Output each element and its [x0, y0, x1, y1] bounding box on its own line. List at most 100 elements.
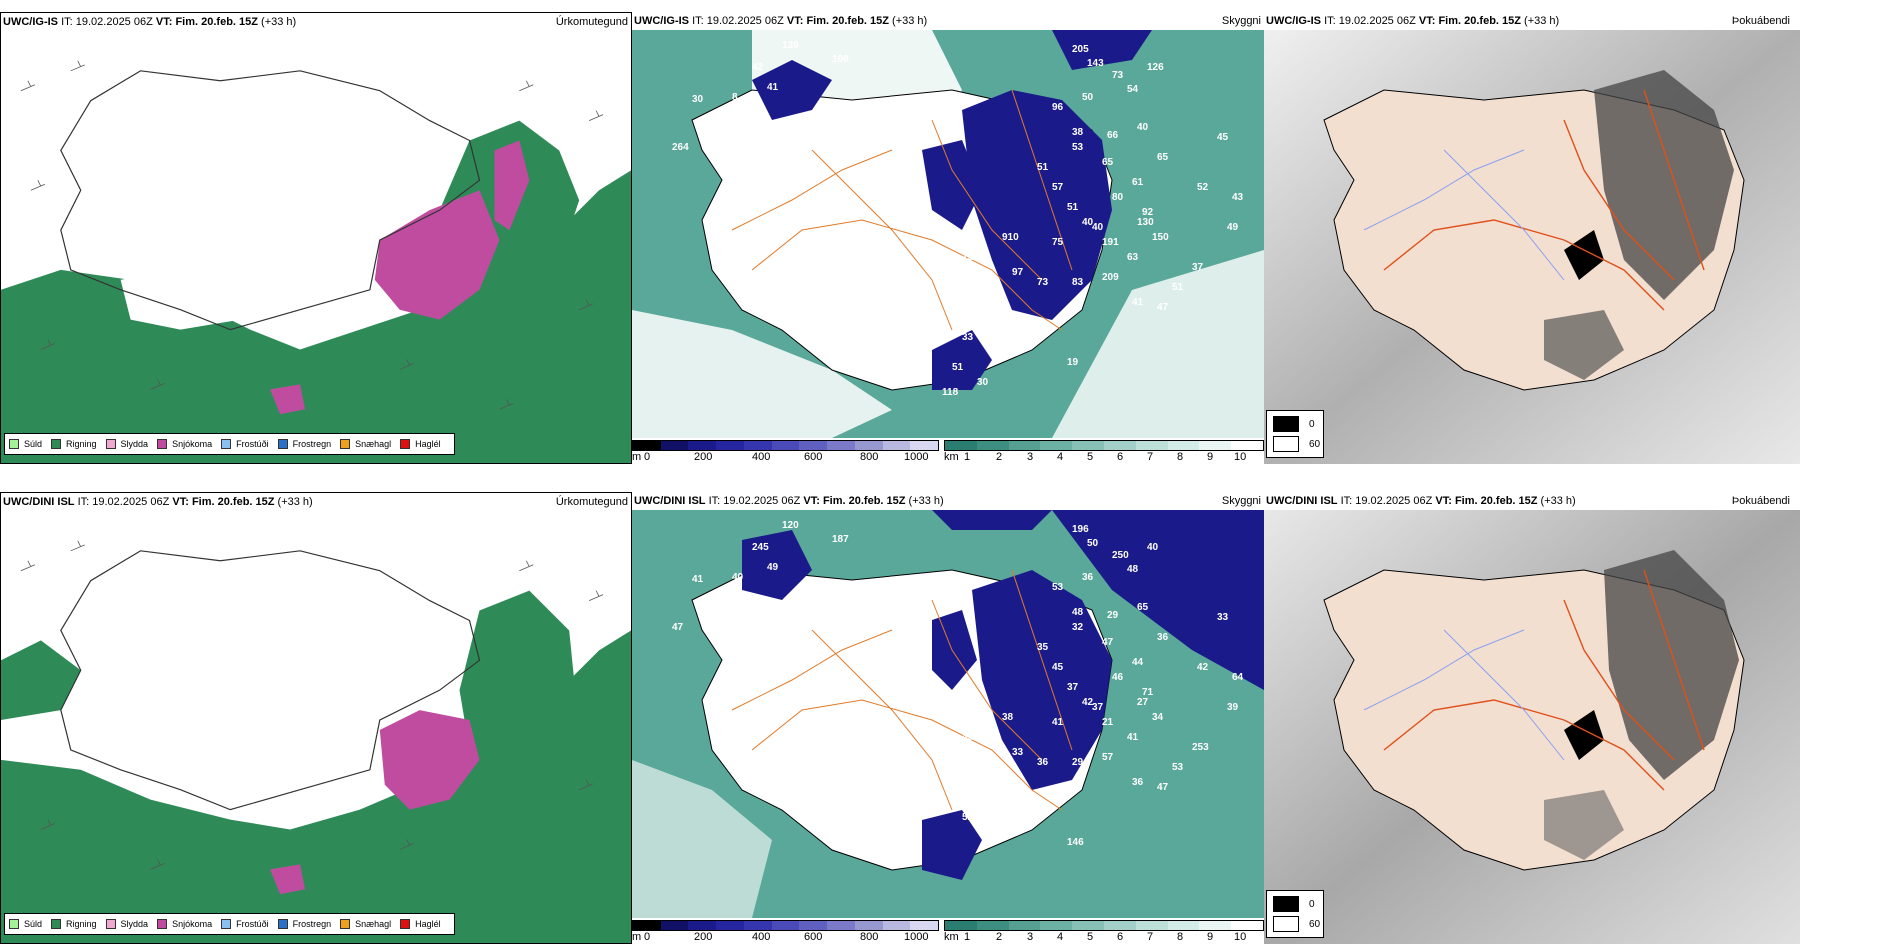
- visibility-value-label: 38: [1072, 127, 1084, 138]
- visibility-value-label: 126: [1147, 62, 1164, 73]
- visibility-value-label: 36: [1157, 632, 1169, 643]
- visibility-value-label: 51: [1067, 202, 1079, 213]
- visibility-value-label: 40: [1092, 222, 1104, 233]
- visibility-value-label: 73: [1037, 277, 1049, 288]
- visibility-value-label: 52: [962, 812, 974, 823]
- visibility-value-label: 48: [1072, 607, 1084, 618]
- colorbar-swatch: [1231, 921, 1263, 930]
- visibility-value-label: 71: [1142, 687, 1154, 698]
- visibility-value-label: 40: [1082, 217, 1094, 228]
- visibility-value-label: 50: [1087, 538, 1099, 549]
- visibility-value-label: 48: [1127, 564, 1139, 575]
- visibility-value-label: 44: [1132, 657, 1144, 668]
- visibility-value-label: 33: [1217, 612, 1229, 623]
- visibility-value-label: 146: [1067, 837, 1084, 848]
- visibility-value-label: 39: [1227, 702, 1239, 713]
- visibility-value-label: 92: [1142, 207, 1154, 218]
- colorbar-swatch: [1072, 921, 1104, 930]
- visibility-value-label: 57: [1052, 182, 1064, 193]
- colorbar-swatch: [945, 441, 977, 450]
- colorbar-swatch: [716, 921, 744, 930]
- visibility-value-label: 97: [1012, 267, 1024, 278]
- colorbar-swatch: [1040, 921, 1073, 930]
- height-colorbar: [632, 440, 939, 451]
- colorbar-swatch: [1103, 441, 1136, 450]
- visibility-value-label: 8: [732, 92, 738, 103]
- colorbar-swatch: [771, 441, 800, 450]
- visibility-value-label: 83: [1072, 277, 1084, 288]
- visibility-value-label: 125: [962, 252, 979, 263]
- visibility-value-label: 191: [1102, 237, 1119, 248]
- panel-title: Þokuábendi: [1731, 495, 1790, 507]
- precip-map: [1, 511, 631, 943]
- visibility-value-label: 45: [1052, 662, 1064, 673]
- visibility-value-label: 245: [752, 542, 769, 553]
- legend-item: Rigning: [51, 439, 97, 449]
- colorbar-swatch: [799, 921, 828, 930]
- colorbar-swatch: [743, 441, 772, 450]
- visibility-value-label: 45: [1217, 132, 1229, 143]
- panel-header: UWC/DINI ISL IT: 19.02.2025 06Z VT: Fim.…: [1264, 492, 1900, 510]
- legend-item: 0: [1273, 416, 1315, 432]
- fog-map: [1264, 510, 1800, 944]
- visibility-value-label: 30: [692, 94, 704, 105]
- visibility-value-label: 47: [1157, 782, 1169, 793]
- visibility-value-label: 53: [1052, 582, 1064, 593]
- km-colorbar: [944, 920, 1264, 931]
- colorbar-swatch: [945, 921, 977, 930]
- visibility-value-label: 47: [672, 622, 684, 633]
- visibility-value-label: 209: [1102, 272, 1119, 283]
- legend-item: Frostregn: [277, 439, 331, 449]
- colorbar-swatch: [743, 921, 772, 930]
- legend-item: Slydda: [105, 439, 148, 449]
- visibility-map: 139 108 205 143 126 73 54 42 41 30 8 264 50 40 96 38 66 4…: [632, 30, 1264, 438]
- legend-item: Snæhagl: [340, 439, 391, 449]
- visibility-value-label: 40: [1147, 542, 1159, 553]
- colorbar-swatch: [1167, 441, 1200, 450]
- legend-item: Snæhagl: [340, 919, 391, 929]
- fog-legend: 0 60: [1266, 890, 1324, 938]
- visibility-value-label: 150: [1152, 232, 1169, 243]
- colorbar-swatch: [1103, 921, 1136, 930]
- colorbar-swatch: [882, 921, 911, 930]
- precip-legend: Súld Rigning Slydda Snjókoma Frostúði Fr…: [4, 433, 455, 455]
- visibility-value-label: 51: [952, 362, 964, 373]
- visibility-value-label: 37: [1007, 322, 1019, 333]
- visibility-value-label: 51: [1037, 162, 1049, 173]
- legend-item: 60: [1273, 436, 1320, 452]
- visibility-value-label: 51: [1172, 282, 1184, 293]
- visibility-value-label: 36: [1037, 757, 1049, 768]
- visibility-value-label: 139: [782, 40, 799, 51]
- visibility-value-label: 37: [1067, 682, 1079, 693]
- visibility-value-label: 205: [1072, 44, 1089, 55]
- visibility-value-label: 52: [1197, 182, 1209, 193]
- colorbar-swatch: [854, 441, 883, 450]
- legend-item: Frostúði: [221, 919, 269, 929]
- visibility-value-label: 96: [1052, 102, 1064, 113]
- colorbar-swatch: [1008, 441, 1041, 450]
- colorbar-swatch: [1135, 441, 1168, 450]
- visibility-value-label: 42: [1197, 662, 1209, 673]
- visibility-value-label: 130: [1137, 217, 1154, 228]
- colorbar-swatch: [688, 441, 717, 450]
- visibility-value-label: 910: [1002, 232, 1019, 243]
- visibility-value-label: 21: [1102, 717, 1114, 728]
- colorbar-swatch: [633, 441, 661, 450]
- visibility-value-label: 41: [767, 82, 779, 93]
- fog-index-panel-2: UWC/DINI ISL IT: 19.02.2025 06Z VT: Fim.…: [1264, 492, 1900, 944]
- visibility-value-label: 32: [1072, 622, 1084, 633]
- colorbar-swatch: [633, 921, 661, 930]
- visibility-value-label: 54: [1127, 84, 1139, 95]
- visibility-value-label: 19: [1067, 357, 1079, 368]
- legend-item: Súld: [9, 439, 42, 449]
- visibility-value-label: 49: [767, 562, 779, 573]
- legend-item: Súld: [9, 919, 42, 929]
- panel-header: UWC/IG-IS IT: 19.02.2025 06Z VT: Fim. 20…: [632, 12, 1264, 30]
- colorbar-swatch: [660, 921, 689, 930]
- visibility-value-label: 40: [1137, 122, 1149, 133]
- panel-header: UWC/IG-IS IT: 19.02.2025 06Z VT: Fim. 20…: [1, 13, 631, 31]
- panel-title: Þokuábendi: [1731, 15, 1790, 27]
- colorbar-swatch: [910, 441, 939, 450]
- visibility-value-label: 264: [672, 142, 689, 153]
- visibility-value-label: 65: [1102, 157, 1114, 168]
